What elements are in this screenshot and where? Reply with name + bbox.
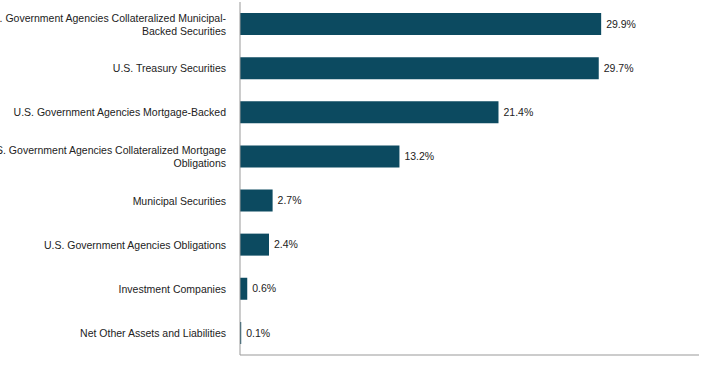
svg-text:U.S. Treasury Securities: U.S. Treasury Securities xyxy=(113,62,226,74)
svg-text:Investment Companies: Investment Companies xyxy=(119,283,226,295)
svg-text:U.S. Government Agencies Colla: U.S. Government Agencies Collateralized … xyxy=(8,12,226,37)
svg-text:13.2%: 13.2% xyxy=(404,150,434,162)
svg-text:U.S. Government Agencies Mortg: U.S. Government Agencies Mortgage-Backed xyxy=(14,106,227,118)
svg-text:21.4%: 21.4% xyxy=(503,106,533,118)
svg-text:2.4%: 2.4% xyxy=(274,238,298,250)
svg-text:0.6%: 0.6% xyxy=(252,282,276,294)
svg-text:U.S. Government Agencies Oblig: U.S. Government Agencies Obligations xyxy=(44,239,226,251)
svg-text:U.S. Government Agencies Colla: U.S. Government Agencies Collateralized … xyxy=(8,144,226,169)
svg-text:Net Other Assets and Liabiliti: Net Other Assets and Liabilities xyxy=(80,327,226,339)
svg-text:0.1%: 0.1% xyxy=(246,327,270,339)
svg-text:29.7%: 29.7% xyxy=(604,62,634,74)
svg-text:2.7%: 2.7% xyxy=(278,194,302,206)
svg-text:29.9%: 29.9% xyxy=(606,18,636,30)
svg-text:Municipal Securities: Municipal Securities xyxy=(133,195,226,207)
